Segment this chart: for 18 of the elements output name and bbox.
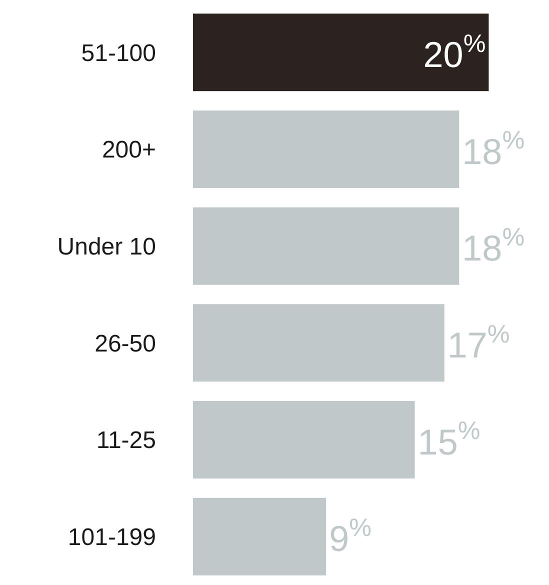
data-label: 18$^{%}$ bbox=[462, 126, 525, 172]
y-tick-label: 101-199 bbox=[68, 524, 156, 551]
y-tick-label: 51-100 bbox=[81, 40, 156, 67]
bar bbox=[193, 14, 489, 92]
bar bbox=[193, 498, 326, 576]
bar bbox=[193, 110, 460, 188]
y-tick-label: 26-50 bbox=[94, 330, 156, 358]
bar bbox=[193, 401, 415, 478]
bar bbox=[193, 304, 444, 382]
data-label: 9$^{%}$ bbox=[329, 514, 372, 560]
data-label: 15$^{%}$ bbox=[418, 417, 480, 462]
bar bbox=[193, 207, 460, 285]
y-tick-label: 11-25 bbox=[96, 427, 156, 454]
y-tick-label: Under 10 bbox=[57, 233, 156, 260]
data-label: 18$^{%}$ bbox=[462, 224, 525, 269]
y-tick-label: 200+ bbox=[102, 136, 156, 164]
data-label: 17$^{%}$ bbox=[447, 320, 510, 366]
data-label: 20$^{%}$ bbox=[423, 30, 486, 75]
